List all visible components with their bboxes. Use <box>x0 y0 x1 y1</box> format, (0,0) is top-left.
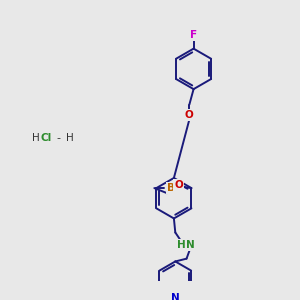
Text: O: O <box>185 110 194 120</box>
Text: H: H <box>66 133 74 143</box>
Text: Cl: Cl <box>40 133 52 143</box>
Text: N: N <box>186 240 195 250</box>
Text: Br: Br <box>167 183 180 193</box>
Text: F: F <box>190 30 197 40</box>
Text: H: H <box>177 240 186 250</box>
Text: -: - <box>57 133 61 143</box>
Text: O: O <box>174 180 183 190</box>
Text: N: N <box>171 293 180 300</box>
Text: H: H <box>32 133 40 143</box>
